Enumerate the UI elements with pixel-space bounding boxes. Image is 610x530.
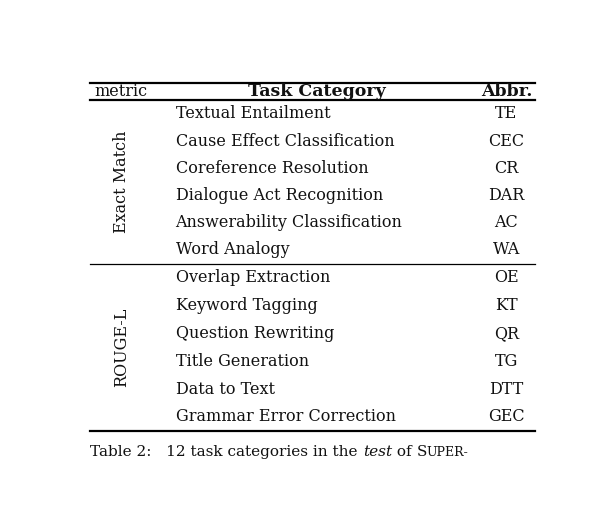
Text: Abbr.: Abbr. xyxy=(481,83,532,100)
Text: Keyword Tagging: Keyword Tagging xyxy=(176,297,317,314)
Text: CR: CR xyxy=(494,160,518,177)
Text: GEC: GEC xyxy=(488,409,525,426)
Text: TE: TE xyxy=(495,105,517,122)
Text: QR: QR xyxy=(494,325,519,342)
Text: Coreference Resolution: Coreference Resolution xyxy=(176,160,368,177)
Text: KT: KT xyxy=(495,297,518,314)
Text: Title Generation: Title Generation xyxy=(176,352,309,369)
Text: AC: AC xyxy=(495,214,518,231)
Text: Question Rewriting: Question Rewriting xyxy=(176,325,334,342)
Text: UPER-: UPER- xyxy=(427,446,468,458)
Text: Overlap Extraction: Overlap Extraction xyxy=(176,269,330,286)
Text: Data to Text: Data to Text xyxy=(176,381,274,398)
Text: Word Analogy: Word Analogy xyxy=(176,242,289,259)
Text: Table 2:   12 task categories in the: Table 2: 12 task categories in the xyxy=(90,445,363,459)
Text: Cause Effect Classification: Cause Effect Classification xyxy=(176,132,394,149)
Text: S: S xyxy=(417,445,427,459)
Text: DAR: DAR xyxy=(488,187,525,204)
Text: test: test xyxy=(363,445,392,459)
Text: WA: WA xyxy=(493,242,520,259)
Text: ROUGE-L: ROUGE-L xyxy=(113,307,130,387)
Text: metric: metric xyxy=(95,83,148,100)
Text: of: of xyxy=(392,445,417,459)
Text: OE: OE xyxy=(494,269,518,286)
Text: Task Category: Task Category xyxy=(248,83,386,100)
Text: CEC: CEC xyxy=(489,132,525,149)
Text: DTT: DTT xyxy=(489,381,523,398)
Text: Grammar Error Correction: Grammar Error Correction xyxy=(176,409,395,426)
Text: Textual Entailment: Textual Entailment xyxy=(176,105,330,122)
Text: Exact Match: Exact Match xyxy=(113,131,130,233)
Text: TG: TG xyxy=(495,352,518,369)
Text: Answerability Classification: Answerability Classification xyxy=(176,214,403,231)
Text: Dialogue Act Recognition: Dialogue Act Recognition xyxy=(176,187,383,204)
